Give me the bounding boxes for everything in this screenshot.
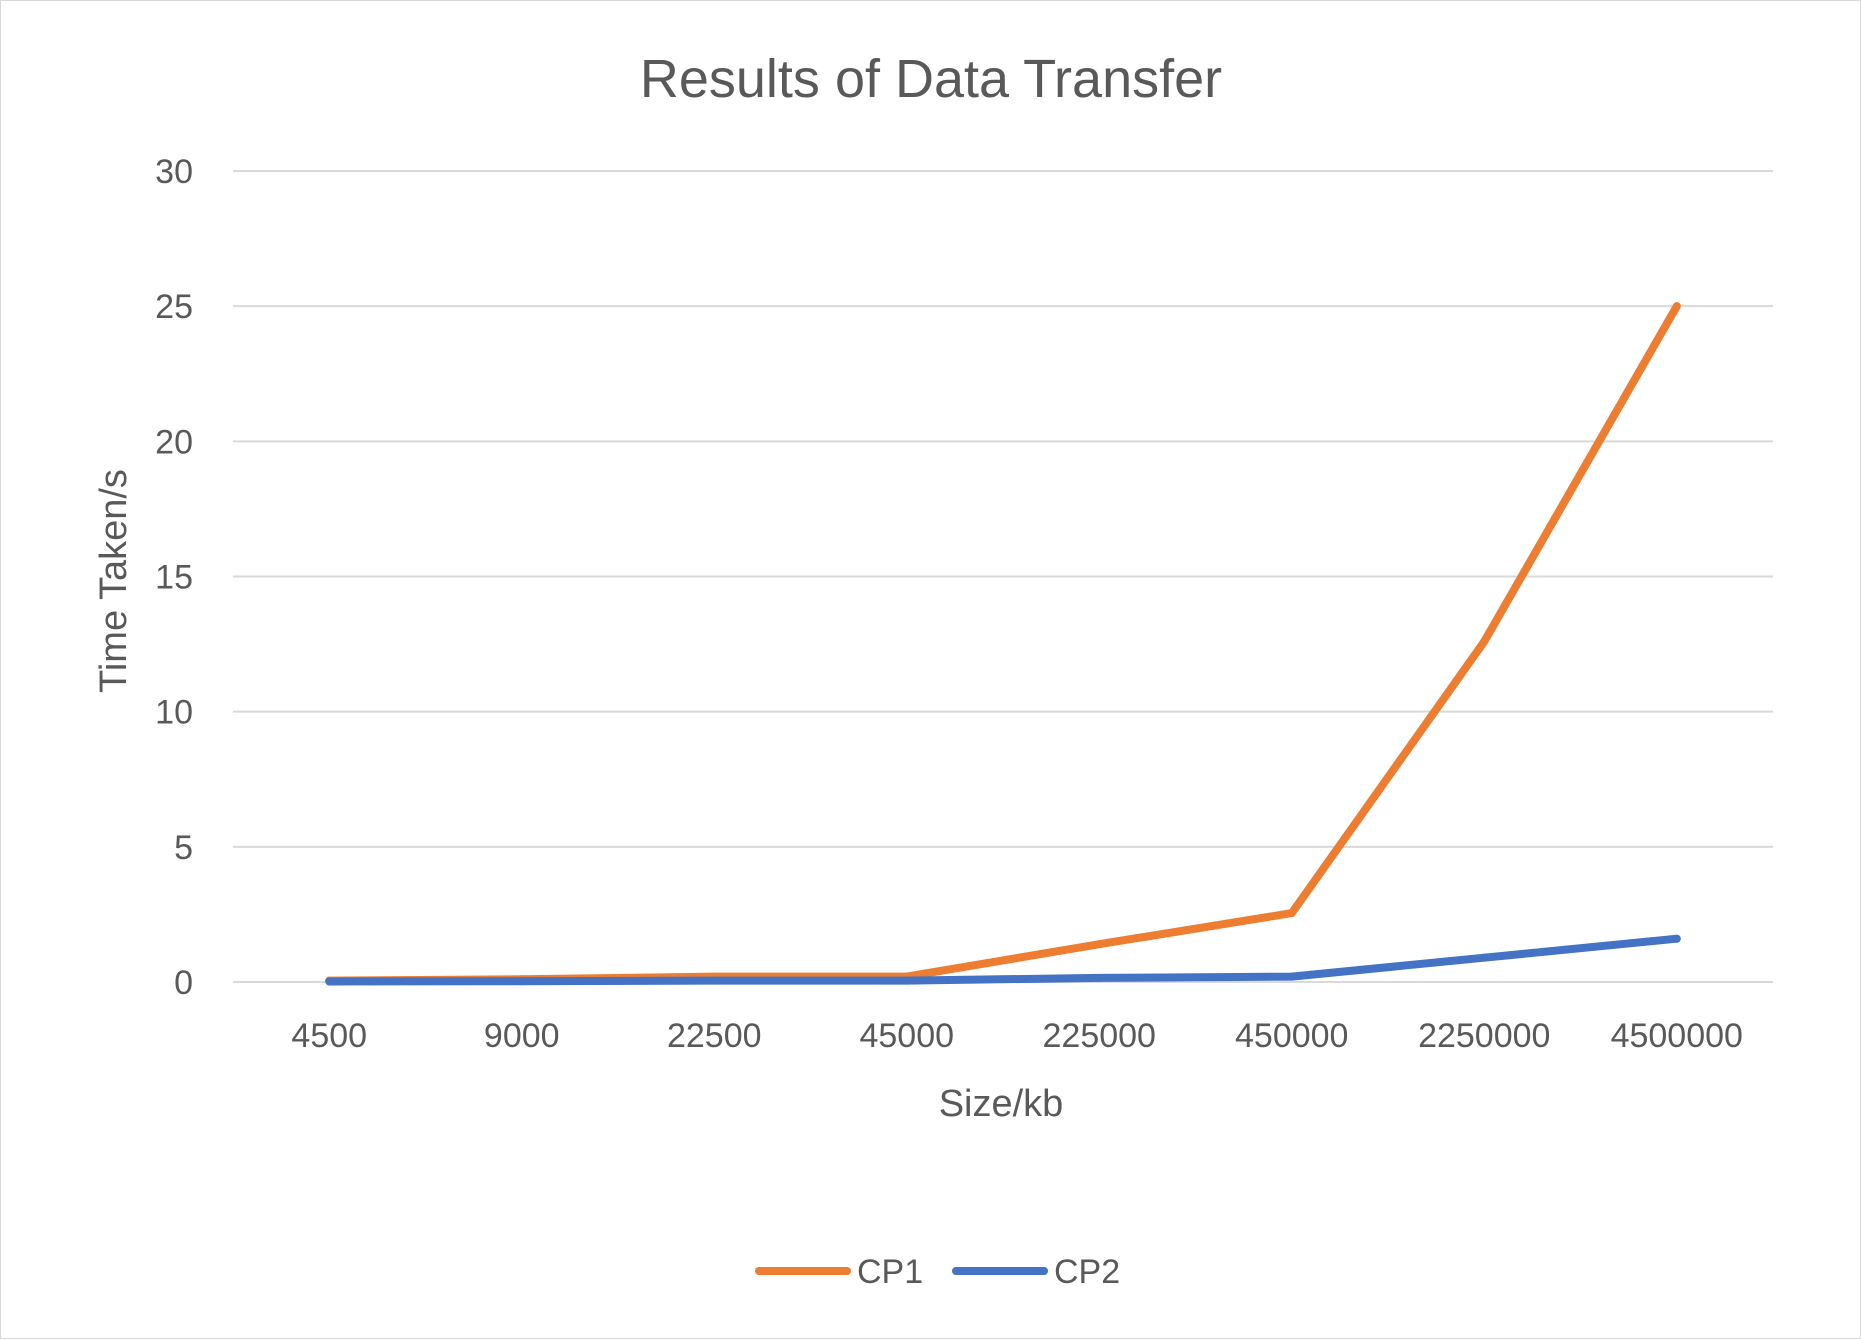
y-axis-tick-labels: 0 5 10 15 20 25 30 <box>155 153 193 1002</box>
data-point-cp2 <box>902 976 911 985</box>
y-tick-label: 25 <box>155 288 193 326</box>
y-tick-label: 0 <box>174 964 193 1002</box>
gridlines <box>233 170 1773 983</box>
legend: CP1 CP2 <box>755 1253 1120 1291</box>
y-tick-label: 30 <box>155 153 193 191</box>
x-tick-label: 9000 <box>484 1017 560 1055</box>
data-point-cp1 <box>1480 637 1489 646</box>
y-tick-label: 15 <box>155 559 193 597</box>
series-line-cp2 <box>325 934 1681 986</box>
legend-label-cp1: CP1 <box>857 1253 923 1291</box>
data-point-cp1 <box>1287 909 1296 918</box>
data-point-cp2 <box>1287 972 1296 981</box>
x-tick-label: 4500 <box>291 1017 367 1055</box>
data-point-cp2 <box>325 977 334 986</box>
y-tick-label: 10 <box>155 694 193 732</box>
x-tick-label: 22500 <box>667 1017 762 1055</box>
y-tick-label: 5 <box>174 829 193 867</box>
y-axis-title: Time Taken/s <box>93 469 135 693</box>
x-tick-label: 45000 <box>859 1017 954 1055</box>
x-axis-tick-labels: 4500 9000 22500 45000 225000 450000 2250000 450… <box>291 1017 1743 1055</box>
x-tick-label: 4500000 <box>1611 1017 1743 1055</box>
series-lines <box>325 302 1681 986</box>
data-point-cp1 <box>1672 302 1681 311</box>
x-axis-title: Size/kb <box>939 1083 1064 1125</box>
series-line-cp1 <box>325 302 1681 985</box>
x-tick-label: 225000 <box>1043 1017 1156 1055</box>
data-point-cp1 <box>1095 940 1104 949</box>
x-tick-label: 2250000 <box>1418 1017 1550 1055</box>
legend-label-cp2: CP2 <box>1054 1253 1120 1291</box>
data-point-cp2 <box>517 977 526 986</box>
data-point-cp2 <box>1672 934 1681 943</box>
data-point-cp2 <box>710 976 719 985</box>
x-tick-label: 450000 <box>1235 1017 1348 1055</box>
chart-title: Results of Data Transfer <box>640 49 1222 109</box>
y-tick-label: 20 <box>155 423 193 461</box>
data-point-cp2 <box>1480 953 1489 962</box>
data-point-cp2 <box>1095 973 1104 982</box>
